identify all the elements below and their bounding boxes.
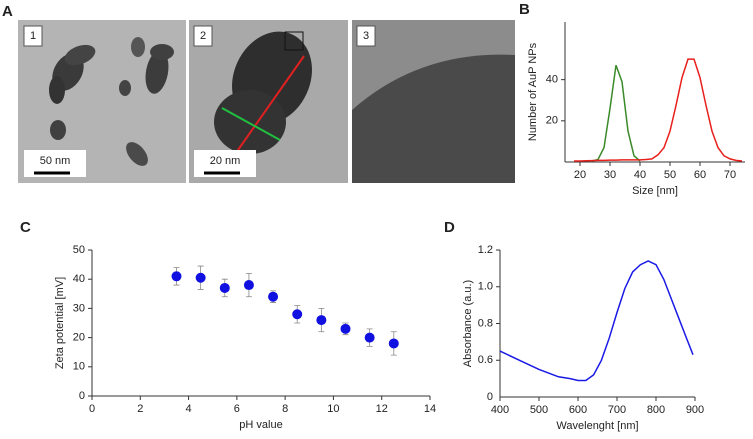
data-line — [591, 64, 641, 162]
y-tick-label: 30 — [73, 302, 85, 314]
image-label: 2 — [200, 30, 206, 42]
data-point — [292, 309, 303, 320]
x-tick-label: 900 — [686, 404, 704, 416]
panel-label: A — [2, 3, 13, 20]
data-line — [574, 58, 743, 162]
y-tick-label: 20 — [546, 115, 558, 127]
x-tick-label: 700 — [608, 404, 626, 416]
y-tick-label: 40 — [546, 74, 558, 86]
x-tick-label: 14 — [424, 403, 436, 415]
micrograph: 2 20 nm — [189, 20, 348, 183]
micrograph: 1 50 nm — [18, 20, 186, 183]
x-axis-title: Wavelenght [nm] — [556, 420, 638, 432]
data-point — [388, 338, 399, 349]
data-point — [171, 271, 182, 282]
y-tick-label: 10 — [73, 361, 85, 373]
data-point — [219, 282, 230, 293]
x-tick-label: 0 — [89, 403, 95, 415]
x-tick-label: 8 — [282, 403, 288, 415]
x-tick-label: 500 — [530, 404, 548, 416]
x-tick-label: 60 — [694, 169, 706, 181]
data-point — [268, 291, 279, 302]
data-point — [364, 332, 375, 343]
x-axis-title: Size [nm] — [632, 185, 678, 197]
data-point — [195, 272, 206, 283]
y-axis-title: Zeta potential [mV] — [54, 277, 66, 369]
x-tick-label: 600 — [569, 404, 587, 416]
y-tick-label: 0.6 — [478, 354, 493, 366]
y-axis-title: Number of AuP NPs — [527, 42, 539, 141]
y-origin-label: 0 — [487, 391, 493, 403]
y-tick-label: 0.8 — [478, 317, 493, 329]
x-tick-label: 800 — [647, 404, 665, 416]
y-tick-label: 20 — [73, 332, 85, 344]
data-point — [340, 323, 351, 334]
y-tick-label: 1.0 — [478, 281, 493, 293]
data-point — [243, 280, 254, 291]
x-tick-label: 2 — [137, 403, 143, 415]
y-tick-label: 40 — [73, 273, 85, 285]
x-tick-label: 400 — [491, 404, 509, 416]
x-tick-label: 6 — [234, 403, 240, 415]
data-line — [499, 260, 694, 382]
panel-label: C — [20, 219, 31, 236]
image-label: 3 — [363, 30, 369, 42]
x-axis-title: pH value — [239, 419, 282, 431]
x-tick-label: 10 — [327, 403, 339, 415]
micrograph: 3 — [352, 20, 515, 183]
image-label: 1 — [30, 30, 36, 42]
y-tick-label: 50 — [73, 244, 85, 256]
x-tick-label: 4 — [186, 403, 192, 415]
y-tick-label: 0 — [79, 390, 85, 402]
data-point — [316, 315, 327, 326]
x-tick-label: 50 — [664, 169, 676, 181]
x-tick-label: 30 — [604, 169, 616, 181]
x-tick-label: 12 — [376, 403, 388, 415]
scale-bar-label: 20 nm — [210, 155, 241, 167]
scale-bar-label: 50 nm — [40, 155, 71, 167]
y-tick-label: 1.2 — [478, 244, 493, 256]
y-axis-title: Absorbance (a.u.) — [462, 280, 474, 367]
x-tick-label: 40 — [634, 169, 646, 181]
x-tick-label: 20 — [574, 169, 586, 181]
panel-label: D — [444, 219, 455, 236]
x-tick-label: 70 — [724, 169, 736, 181]
panel-label: B — [519, 1, 530, 18]
